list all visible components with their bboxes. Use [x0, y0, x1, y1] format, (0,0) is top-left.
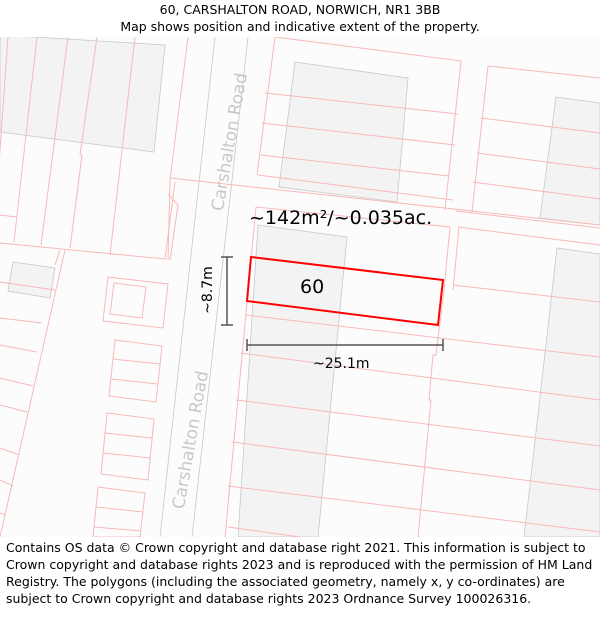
buildings	[0, 37, 600, 537]
building	[523, 247, 600, 537]
property-boundary	[245, 255, 445, 327]
parcel-boundaries	[0, 37, 600, 537]
property-address-title: 60, CARSHALTON ROAD, NORWICH, NR1 3BB	[159, 2, 441, 17]
road-edges	[159, 37, 249, 537]
copyright-attribution: Contains OS data © Crown copyright and d…	[6, 540, 593, 606]
page-header: 60, CARSHALTON ROAD, NORWICH, NR1 3BB Ma…	[0, 0, 600, 38]
width-dimension-label: ~25.1m	[313, 356, 370, 372]
property-map[interactable]: Carshalton Road Carshalton Road ~142m²/~…	[0, 37, 600, 537]
building	[7, 261, 56, 299]
area-label: ~142m²/~0.035ac.	[249, 207, 433, 229]
building	[539, 96, 600, 226]
building	[0, 37, 166, 153]
plot-number-label[interactable]: 60	[300, 276, 325, 298]
map-subtitle: Map shows position and indicative extent…	[120, 19, 480, 34]
dimension-lines	[221, 256, 444, 351]
map-canvas	[0, 37, 600, 537]
building	[237, 224, 348, 537]
height-dimension-label: ~8.7m	[200, 266, 216, 314]
